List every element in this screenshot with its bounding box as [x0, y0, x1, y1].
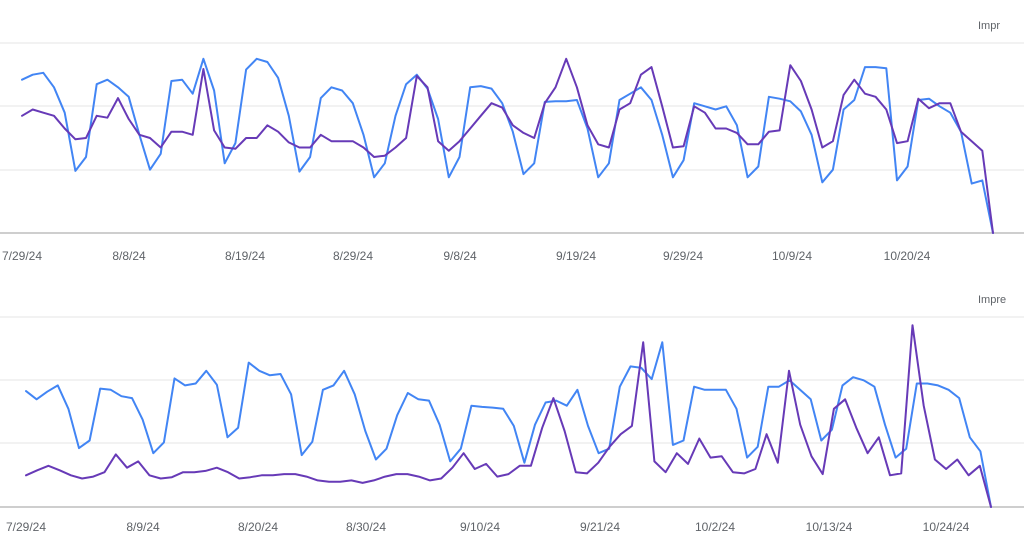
x-tick-label: 8/29/24: [333, 249, 373, 263]
x-tick-label: 7/29/24: [6, 520, 46, 534]
clicks-line: [21, 57, 994, 234]
x-tick-label: 10/2/24: [695, 520, 735, 534]
x-tick-label: 7/29/24: [2, 249, 42, 263]
x-tick-label: 9/10/24: [460, 520, 500, 534]
impressions-line: [25, 341, 992, 508]
x-ticks-top: 7/29/24 8/8/24 8/19/24 8/29/24 9/8/24 9/19/24…: [2, 249, 931, 263]
x-tick-label: 8/30/24: [346, 520, 386, 534]
gridlines-top: [0, 42, 1024, 234]
x-tick-label: 9/29/24: [663, 249, 703, 263]
x-tick-label: 10/13/24: [806, 520, 853, 534]
x-tick-label: 8/8/24: [112, 249, 146, 263]
series-clicks-top: [21, 57, 994, 234]
x-tick-label: 10/9/24: [772, 249, 812, 263]
series-impressions-top: [21, 57, 994, 234]
series-impressions-bottom: [25, 341, 992, 508]
chart-bottom: Impre 7/29/24 8/9/24 8/20/24 8/30/24 9/10/24…: [0, 294, 1024, 534]
x-tick-label: 10/24/24: [923, 520, 970, 534]
x-ticks-bottom: 7/29/24 8/9/24 8/20/24 8/30/24 9/10/24 9/21/2…: [6, 520, 970, 534]
chart-top: Impr 7/29/24 8/8/24 8/19/24 8/29/24 9/8/24 9/…: [0, 20, 1024, 263]
x-tick-label: 10/20/24: [884, 249, 931, 263]
gridlines-bottom: [0, 316, 1024, 508]
clicks-line: [25, 324, 992, 508]
x-tick-label: 8/9/24: [126, 520, 160, 534]
x-tick-label: 9/19/24: [556, 249, 596, 263]
impressions-line: [21, 57, 994, 234]
y-axis-label-top: Impr: [978, 20, 1000, 32]
x-tick-label: 9/21/24: [580, 520, 620, 534]
x-tick-label: 9/8/24: [443, 249, 477, 263]
y-axis-label-bottom: Impre: [978, 294, 1006, 306]
x-tick-label: 8/19/24: [225, 249, 265, 263]
x-tick-label: 8/20/24: [238, 520, 278, 534]
series-clicks-bottom: [25, 324, 992, 508]
